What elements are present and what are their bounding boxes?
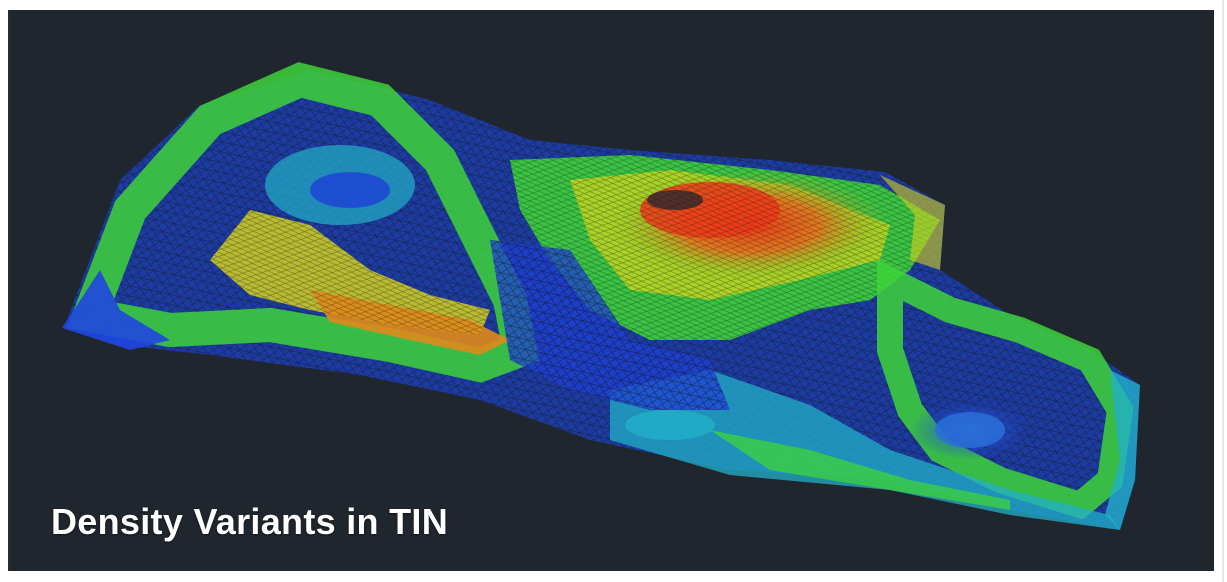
right-lobe-ring bbox=[877, 258, 1134, 520]
image-caption: Density Variants in TIN bbox=[51, 501, 449, 542]
frame-border bbox=[8, 10, 10, 571]
page-edge bbox=[1222, 0, 1224, 582]
tin-image-frame: Density Variants in TIN bbox=[10, 10, 1214, 571]
tin-mesh-illustration bbox=[62, 62, 1140, 530]
